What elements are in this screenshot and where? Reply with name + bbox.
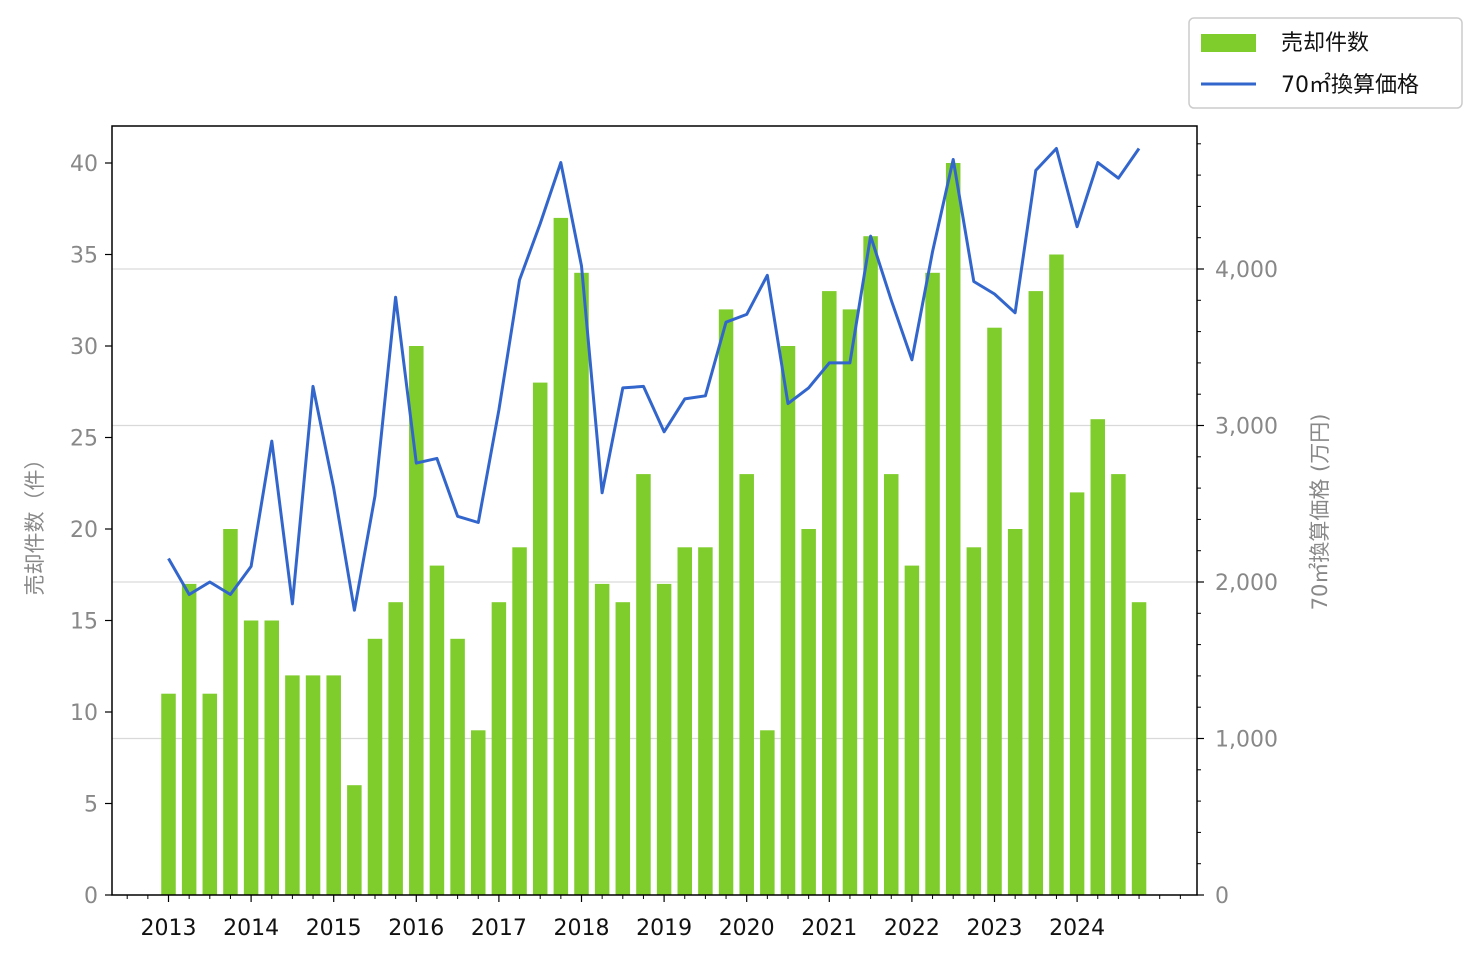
- x-tick-label: 2013: [141, 916, 197, 941]
- left-tick-label: 35: [70, 244, 98, 269]
- bar: [884, 474, 899, 895]
- x-tick-label: 2023: [967, 916, 1023, 941]
- bar: [347, 785, 362, 895]
- right-tick-label: 3,000: [1215, 415, 1278, 440]
- bar: [450, 638, 465, 895]
- x-tick-label: 2017: [471, 916, 527, 941]
- bar: [409, 346, 424, 895]
- left-axis-title: 売却件数（件）: [23, 449, 47, 596]
- bar: [904, 565, 920, 895]
- bar: [656, 583, 672, 895]
- bar: [760, 730, 775, 895]
- bar: [1028, 291, 1044, 896]
- left-tick-label: 30: [70, 335, 98, 360]
- left-tick-label: 15: [70, 610, 98, 635]
- bar: [553, 217, 569, 895]
- bar: [285, 675, 300, 895]
- bar: [863, 236, 878, 895]
- x-tick-label: 2024: [1049, 916, 1105, 941]
- bar: [677, 547, 692, 895]
- bar: [842, 309, 858, 895]
- bar: [1111, 474, 1126, 895]
- bar: [574, 272, 589, 895]
- bar: [780, 346, 796, 895]
- bar: [161, 693, 176, 895]
- line-series: [167, 147, 1141, 612]
- bar: [367, 638, 383, 895]
- left-tick-label: 5: [84, 793, 98, 818]
- bar: [718, 309, 734, 895]
- bar: [181, 583, 197, 895]
- bar: [615, 602, 631, 895]
- legend-box: [1188, 17, 1463, 109]
- bar: [202, 693, 218, 895]
- bar: [1069, 492, 1085, 895]
- bar: [925, 272, 940, 895]
- bar: [305, 675, 321, 895]
- legend-bar-swatch: [1201, 34, 1256, 52]
- x-tick-label: 2018: [554, 916, 610, 941]
- bar: [471, 730, 486, 895]
- bar: [1131, 602, 1147, 895]
- right-tick-label: 1,000: [1215, 728, 1278, 753]
- bar: [822, 291, 837, 896]
- bar: [1090, 419, 1105, 895]
- right-axis-title: 70㎡換算価格 (万円): [1308, 414, 1332, 611]
- bar: [532, 382, 548, 896]
- bar: [945, 163, 961, 895]
- bar: [1007, 529, 1023, 895]
- legend-label-line: 70㎡換算価格: [1281, 72, 1419, 98]
- bar: [264, 620, 279, 895]
- right-tick-label: 0: [1215, 884, 1229, 909]
- bar: [512, 547, 527, 895]
- bar: [223, 529, 238, 895]
- x-tick-label: 2014: [223, 916, 279, 941]
- bar: [966, 547, 982, 895]
- bar: [1049, 254, 1064, 895]
- plot-frame: [111, 125, 1198, 896]
- legend-label-bar: 売却件数: [1281, 31, 1369, 56]
- x-tick-label: 2019: [636, 916, 692, 941]
- bar: [987, 327, 1002, 895]
- bar: [739, 474, 754, 895]
- right-tick-label: 2,000: [1215, 571, 1278, 596]
- right-tick-label: 4,000: [1215, 258, 1278, 283]
- bar-series: [161, 163, 1147, 896]
- left-tick-label: 0: [84, 884, 98, 909]
- left-tick-label: 40: [70, 152, 98, 177]
- left-tick-label: 20: [70, 518, 98, 543]
- bar: [594, 583, 610, 895]
- price-line: [167, 147, 1141, 612]
- legend: 売却件数 70㎡換算価格: [1188, 17, 1463, 109]
- bar: [801, 529, 816, 895]
- x-tick-label: 2020: [719, 916, 775, 941]
- bar: [388, 602, 403, 895]
- bar: [491, 602, 507, 895]
- axis-ticks: 0 5 10 15 20 25 30 35 40 0 1,000 2,000 3,000 4,000 201…: [70, 143, 1278, 941]
- bar: [698, 547, 713, 895]
- bar: [429, 565, 445, 895]
- bar: [326, 675, 341, 895]
- x-tick-label: 2022: [884, 916, 940, 941]
- bar: [636, 474, 651, 895]
- left-tick-label: 25: [70, 427, 98, 452]
- left-tick-label: 10: [70, 701, 98, 726]
- bar: [243, 620, 259, 895]
- x-tick-label: 2015: [306, 916, 362, 941]
- x-tick-label: 2021: [801, 916, 857, 941]
- x-tick-label: 2016: [388, 916, 444, 941]
